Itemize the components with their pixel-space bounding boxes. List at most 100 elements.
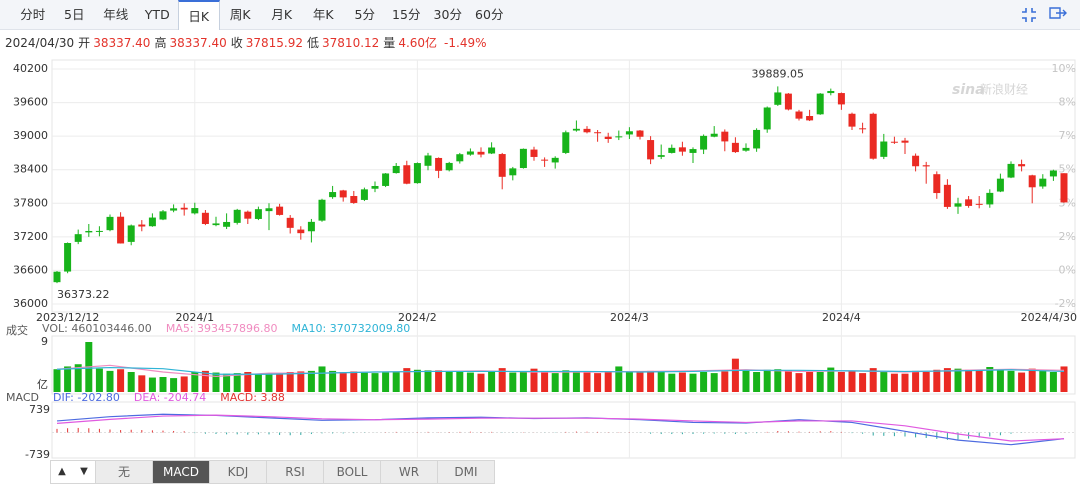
period-tab[interactable]: 周K — [229, 7, 251, 22]
candle-body — [583, 128, 591, 133]
candle-body — [657, 155, 665, 157]
toolbar-icons[interactable] — [1020, 6, 1070, 24]
volume-bar — [816, 372, 824, 392]
volume-bar — [382, 372, 390, 392]
volume-bar — [201, 370, 209, 392]
candle-body — [943, 184, 951, 207]
candle-body — [138, 224, 146, 227]
volume-bar — [572, 372, 580, 392]
period-tab[interactable]: YTD — [144, 7, 170, 22]
series-line — [56, 414, 1065, 442]
period-tab[interactable]: 分时 — [20, 7, 46, 22]
candle-body — [742, 147, 750, 151]
candle-body — [996, 178, 1004, 192]
candle-body — [731, 142, 739, 153]
volume-bar — [180, 376, 188, 392]
period-tab[interactable]: 15分 — [392, 7, 421, 22]
y-tick-label: 37200 — [13, 230, 48, 243]
candle-body — [498, 154, 506, 177]
volume-bar — [1007, 370, 1015, 392]
period-tab[interactable]: 日K — [178, 0, 220, 30]
x-tick-label: 2024/4/30 — [1021, 311, 1077, 324]
indicator-tab[interactable]: WR — [380, 461, 437, 483]
volume-bar — [541, 372, 549, 392]
candle-body — [254, 209, 262, 219]
indicator-tab[interactable]: RSI — [266, 461, 323, 483]
volume-bar — [689, 373, 697, 392]
volume-bar — [604, 372, 612, 392]
volume-bar — [530, 368, 538, 392]
volume-bar — [371, 373, 379, 392]
volume-legend: 成交 VOL: 460103446.00 MA5: 393457896.80 MA10… — [6, 322, 410, 338]
candle-body — [424, 155, 432, 166]
panel-title: MACD — [6, 391, 39, 404]
period-tab[interactable]: 月K — [271, 7, 293, 22]
period-tab[interactable]: 60分 — [475, 7, 504, 22]
period-tab[interactable]: 年线 — [103, 7, 129, 22]
indicator-tab[interactable]: BOLL — [323, 461, 380, 483]
macd-legend: MACD DIF: -202.80 DEA: -204.74 MACD: 3.88 — [6, 391, 285, 404]
candle-body — [1039, 178, 1047, 187]
volume-bar — [594, 373, 602, 392]
volume-bar — [1028, 368, 1036, 392]
y2-tick-label: 0% — [1059, 263, 1076, 276]
volume-bar — [350, 371, 358, 392]
candle-body — [159, 211, 167, 220]
candle-body — [180, 207, 188, 210]
candle-body — [1018, 164, 1026, 167]
volume-bar — [138, 375, 146, 392]
candle-body — [382, 173, 390, 186]
candle-body — [806, 116, 814, 121]
indicator-tab[interactable]: DMI — [437, 461, 494, 483]
volume-bar — [901, 373, 909, 392]
candle-body — [901, 140, 909, 143]
period-tab[interactable]: 年K — [312, 7, 334, 22]
candle-body — [668, 147, 676, 153]
volume-bar — [742, 370, 750, 392]
y-tick-label: 36600 — [13, 263, 48, 276]
shrink-icon[interactable] — [1022, 8, 1036, 22]
nav-button[interactable]: ▲ — [51, 461, 73, 483]
volume-bar — [212, 372, 220, 392]
volume-bar — [647, 370, 655, 392]
volume-bar — [233, 373, 241, 392]
y-tick-label: -739 — [25, 448, 50, 461]
candle-body — [954, 203, 962, 207]
indicator-tab[interactable]: 无 — [95, 461, 152, 483]
y2-tick-label: 7% — [1059, 129, 1076, 142]
x-tick-label: 2024/1 — [175, 311, 214, 324]
period-tab[interactable]: 5日 — [64, 7, 85, 22]
indicator-tab[interactable]: MACD — [152, 461, 209, 483]
volume-bar — [625, 371, 633, 392]
y-tick-label: 739 — [29, 403, 50, 416]
legend-item: DEA: -204.74 — [133, 391, 207, 404]
volume-bar — [148, 377, 156, 392]
candle-body — [922, 165, 930, 167]
export-icon[interactable] — [1049, 7, 1067, 19]
candle-body — [647, 140, 655, 160]
candle-body — [148, 217, 156, 227]
candle-body — [244, 211, 252, 219]
volume-bar — [848, 370, 856, 392]
volume-bar — [498, 368, 506, 392]
volume-bar — [286, 372, 294, 392]
candle-body — [413, 163, 421, 184]
legend-item: VOL: 460103446.00 — [42, 322, 152, 335]
y-tick-label: 37800 — [13, 196, 48, 209]
period-tab[interactable]: 30分 — [433, 7, 462, 22]
volume-bar — [869, 368, 877, 392]
candle-body — [1060, 173, 1068, 203]
candle-body — [763, 107, 771, 130]
series-line — [56, 366, 1065, 375]
volume-bar — [74, 364, 82, 392]
candle-body — [975, 203, 983, 205]
volume-bar — [583, 372, 591, 392]
nav-button[interactable]: ▼ — [73, 461, 95, 483]
indicator-tab[interactable]: KDJ — [209, 461, 266, 483]
volume-bar — [933, 369, 941, 392]
period-tab[interactable]: 5分 — [354, 7, 375, 22]
candle-body — [53, 271, 61, 283]
quote-value: 38337.40 — [93, 36, 151, 50]
candle-body — [350, 196, 358, 203]
candle-body — [625, 131, 633, 135]
